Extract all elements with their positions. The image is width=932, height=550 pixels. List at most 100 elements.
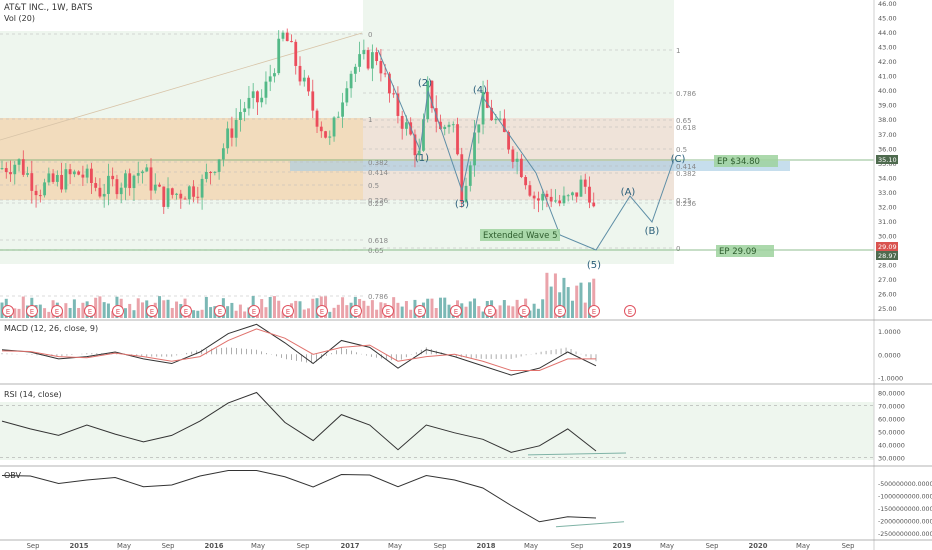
volume-bar (243, 311, 247, 318)
candle-body (443, 126, 447, 130)
volume-bar (264, 307, 268, 318)
obv-tick-label: -1500000000.0000 (878, 506, 932, 513)
price-tick-label: 45.00 (878, 15, 897, 23)
candle-body (175, 193, 178, 195)
candle-body (115, 179, 119, 195)
earnings-marker-label: E (386, 308, 390, 316)
volume-bar (494, 309, 498, 318)
candle-body (366, 50, 370, 69)
price-tick-label: 42.00 (878, 58, 897, 66)
price-tag-label: 28.97 (878, 252, 897, 260)
earnings-marker (554, 305, 566, 317)
price-tick-label: 39.00 (878, 102, 897, 110)
time-tick-label: 2019 (613, 542, 632, 550)
rsi-tick-label: 40.0000 (878, 442, 905, 450)
time-tick-label: Sep (27, 542, 40, 550)
price-tick-label: 40.00 (878, 87, 897, 95)
candle-body (90, 168, 93, 184)
volume-bar (396, 302, 400, 318)
macd-tick-label: 1.0000 (878, 328, 901, 336)
candle-body (558, 200, 562, 204)
earnings-marker-label: E (30, 308, 34, 316)
volume-bar (136, 298, 140, 318)
earnings-marker-label: E (55, 308, 59, 316)
earnings-marker (450, 305, 462, 317)
volume-bar (209, 307, 213, 318)
time-tick-label: May (251, 542, 265, 550)
volume-bar (587, 282, 591, 318)
volume-bar (204, 296, 208, 318)
volume-bar (583, 302, 587, 318)
earnings-marker-label: E (184, 308, 188, 316)
volume-bar (47, 311, 51, 318)
volume-bar (379, 302, 383, 318)
candle-body (34, 190, 38, 196)
volume-bar (566, 287, 570, 318)
obv-tick-label: -500000000.0000 (878, 481, 932, 488)
volume-bar (77, 307, 81, 318)
earnings-marker (282, 305, 294, 317)
fib-label-left: 0.25 (368, 200, 384, 208)
volume-bar (515, 299, 519, 318)
candle-body (98, 187, 102, 197)
volume-bar (13, 308, 17, 318)
volume-bar (268, 296, 272, 318)
rsi-tick-label: 30.0000 (878, 455, 905, 463)
candle-body (51, 173, 55, 182)
rsi-band (0, 402, 874, 460)
candle-body (13, 164, 17, 175)
candle-body (81, 174, 85, 178)
price-tick-label: 38.00 (878, 116, 897, 124)
candle-body (298, 65, 302, 82)
price-tick-label: 30.00 (878, 232, 897, 240)
candle-body (358, 54, 361, 67)
candle-body (315, 110, 319, 127)
candle-body (4, 168, 8, 173)
fib-label-left: 0.5 (368, 182, 379, 190)
candle-body (456, 124, 459, 155)
candle-body (511, 149, 515, 162)
candle-body (132, 175, 136, 189)
volume-bar (366, 305, 370, 318)
earnings-marker-label: E (418, 308, 422, 316)
candle-body (192, 186, 195, 197)
candle-body (285, 32, 289, 42)
candle-body (290, 41, 293, 43)
volume-bar (294, 300, 298, 318)
earnings-marker-label: E (116, 308, 120, 316)
volume-bar (307, 308, 311, 318)
candle-body (141, 171, 144, 174)
volume-bar (549, 286, 553, 318)
volume-bar (0, 302, 4, 318)
volume-bar (345, 305, 349, 318)
volume-bar (507, 305, 511, 318)
earnings-marker (484, 305, 496, 317)
earnings-marker-label: E (320, 308, 324, 316)
earnings-marker (214, 305, 226, 317)
candle-body (26, 173, 29, 175)
candle-body (554, 200, 557, 202)
candle-body (336, 116, 340, 118)
candle-body (124, 173, 127, 188)
candle-body (196, 196, 200, 198)
volume-bar (464, 306, 468, 318)
candle-body (43, 182, 46, 196)
fib-label-right: 0.618 (676, 124, 696, 132)
elliott-wave-label: (1) (415, 153, 429, 164)
volume-bar (473, 298, 477, 318)
volume-bar (68, 307, 72, 318)
volume-bar (102, 302, 106, 318)
candle-body (447, 124, 451, 127)
fib-label-right: 0.5 (676, 146, 687, 154)
volume-bar (158, 296, 162, 318)
volume-bar (43, 308, 47, 318)
volume-bar (447, 304, 451, 318)
volume-bar (272, 296, 276, 318)
obv-tick-label: -2500000000.0000 (878, 531, 932, 538)
candle-body (332, 117, 336, 137)
volume-bar (570, 300, 574, 318)
candle-body (209, 172, 212, 174)
time-tick-label: 2016 (205, 542, 224, 550)
earnings-marker (2, 305, 14, 317)
time-tick-label: 2017 (341, 542, 360, 550)
